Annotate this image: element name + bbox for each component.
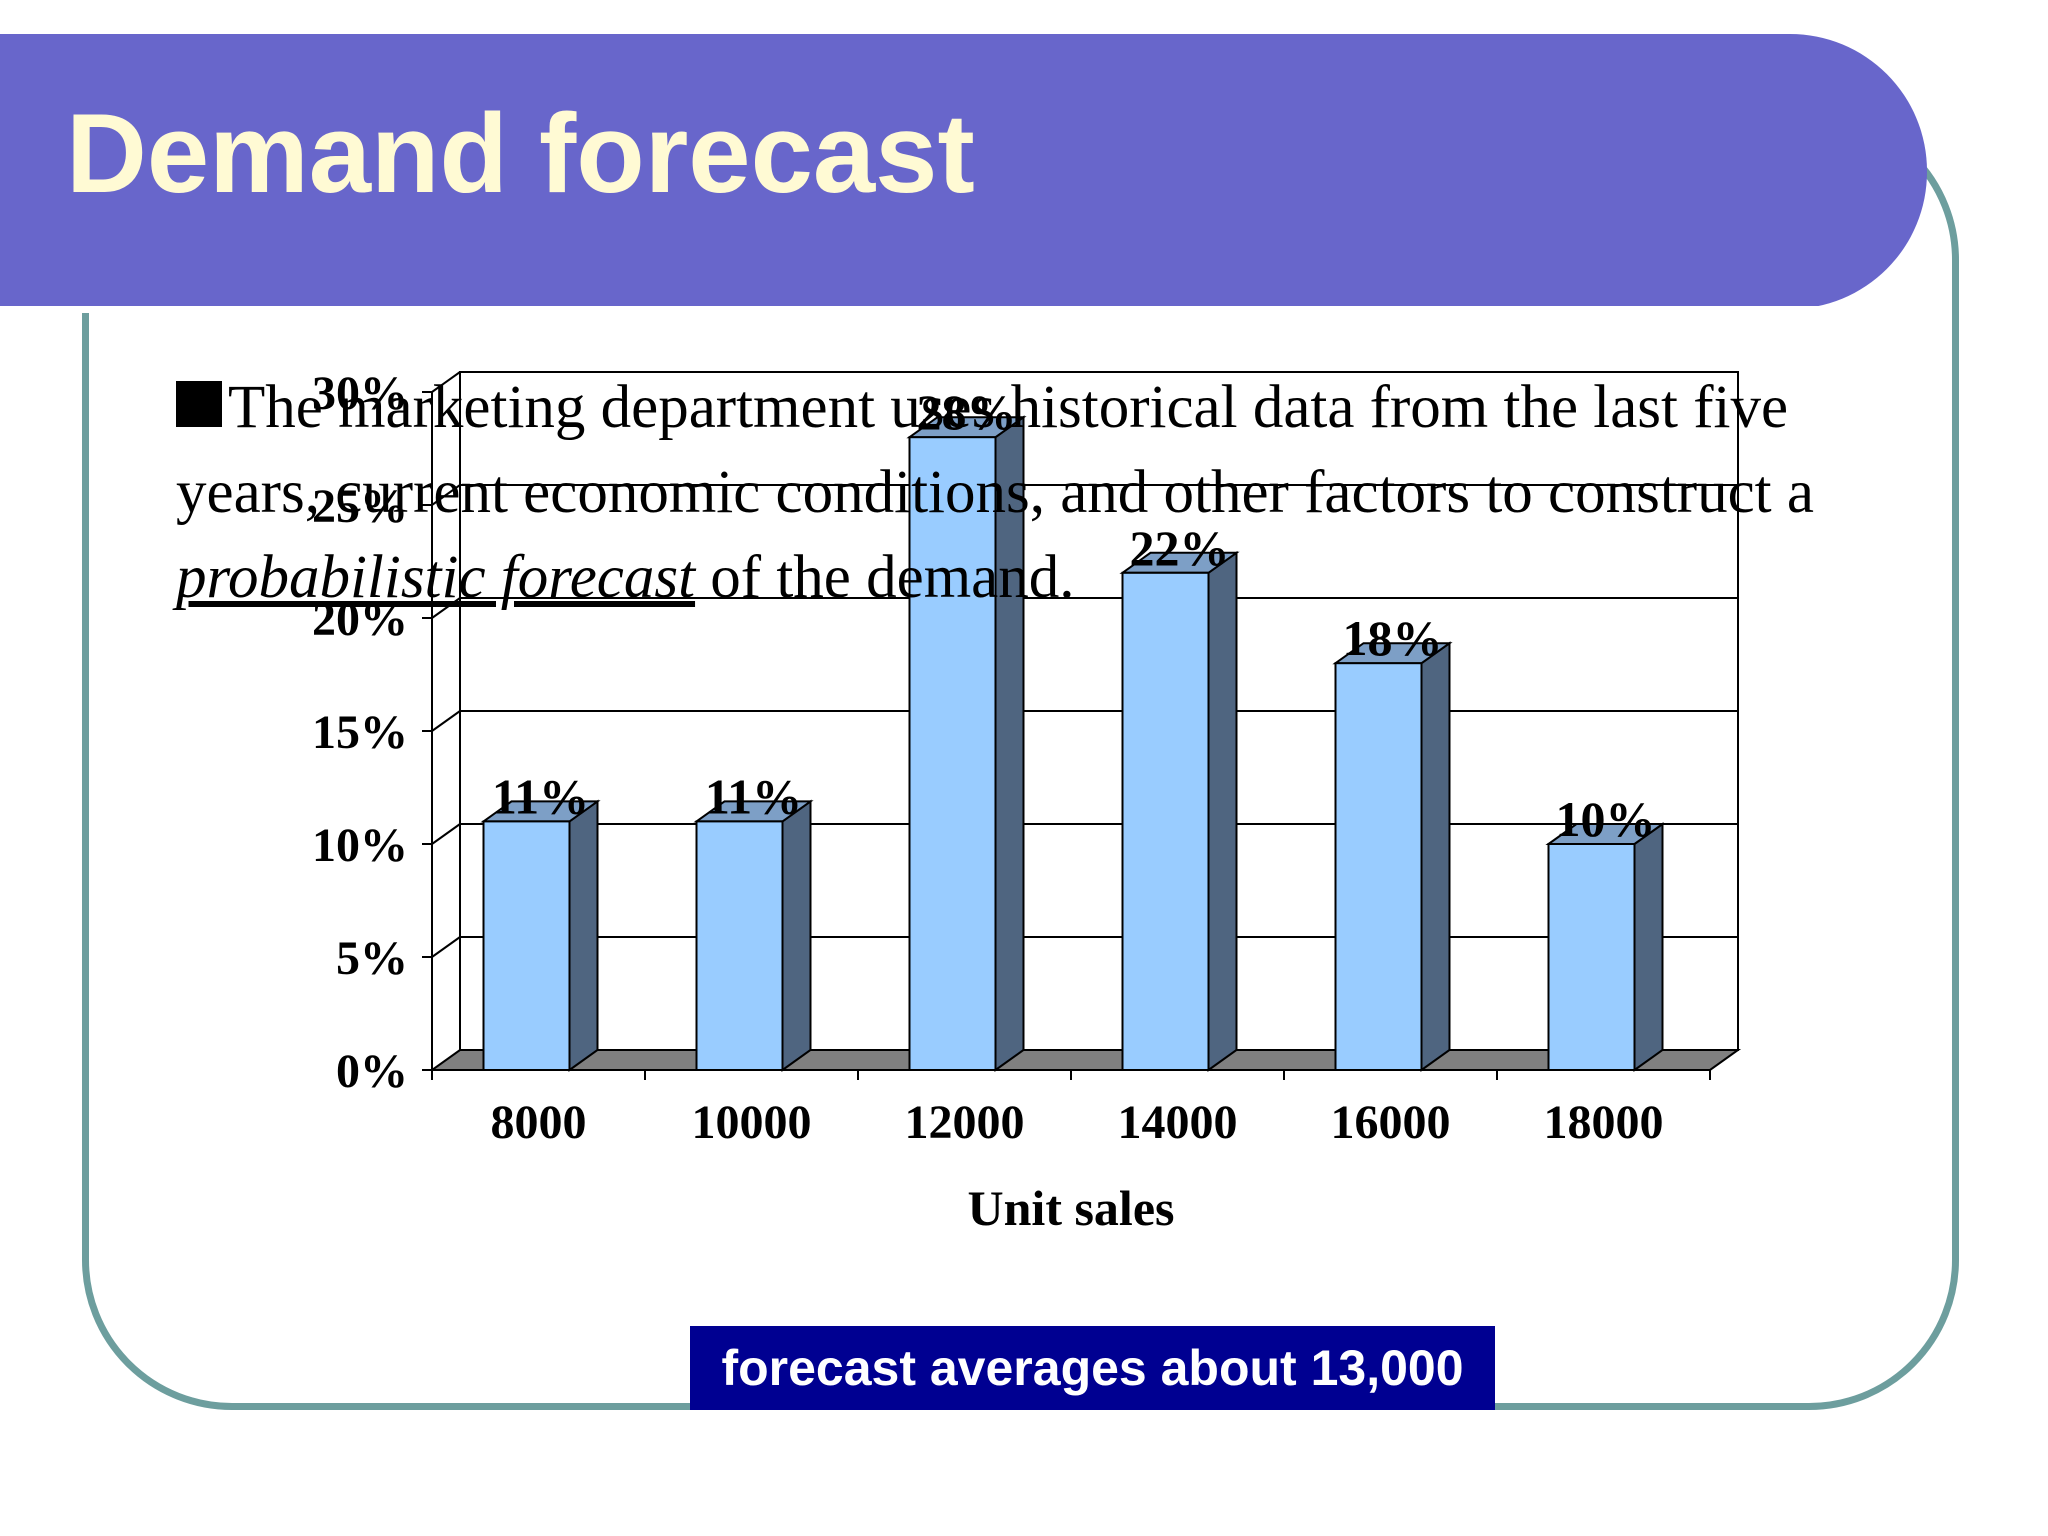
data-label: 28% (917, 384, 1017, 440)
bar-side (1207, 550, 1238, 1072)
x-tick-label: 12000 (905, 1096, 1025, 1149)
bullet-text-end: of the demand. (695, 544, 1075, 611)
title-bar (0, 34, 1927, 313)
y-tick-label: 0% (336, 1045, 408, 1098)
bar-side (781, 799, 812, 1072)
chart-labels: 11% 11% 28% 22% 18% 10% 0% 5% 10% 15% 20% 25% 30% 800… (312, 367, 1664, 1236)
chart-bars (480, 415, 1666, 1072)
gridline-side (431, 936, 461, 958)
x-tick-label: 14000 (1118, 1096, 1238, 1149)
data-label: 18% (1343, 610, 1443, 666)
bullet-square-icon (176, 381, 222, 427)
data-label: 11% (705, 768, 802, 824)
y-tick-label: 30% (312, 367, 408, 420)
bar (1121, 571, 1210, 1071)
x-tick-label: 16000 (1331, 1096, 1451, 1149)
y-tick-label: 25% (312, 480, 408, 533)
bar-side (1420, 641, 1451, 1072)
gridline-side (431, 597, 461, 619)
title-underline (0, 306, 1825, 313)
chart-axes (422, 391, 1711, 1080)
bar (1547, 843, 1636, 1071)
x-tick-label: 8000 (491, 1096, 587, 1149)
gridline-side (431, 710, 461, 732)
floor (428, 1049, 1742, 1071)
bullet-text: The marketing department uses historical… (176, 365, 1896, 620)
data-label: 22% (1130, 520, 1230, 576)
bar (908, 436, 997, 1071)
chart-floor (428, 1049, 1742, 1071)
data-label: 11% (492, 768, 589, 824)
y-tick-label: 15% (312, 706, 408, 759)
y-tick-label: 5% (336, 932, 408, 985)
gridline-side (431, 371, 461, 393)
bullet-text-start: The marketing department uses historical… (176, 374, 1814, 526)
x-tick-label: 18000 (1544, 1096, 1664, 1149)
chart-back-wall (431, 371, 1739, 1051)
forecast-callout: forecast averages about 13,000 (690, 1326, 1495, 1410)
bar-side (1633, 822, 1664, 1072)
x-axis-title: Unit sales (968, 1180, 1175, 1236)
bar-side (568, 799, 599, 1072)
x-tick-label: 10000 (692, 1096, 812, 1149)
y-tick-label: 10% (312, 819, 408, 872)
bar (1334, 662, 1423, 1071)
y-tick-label: 20% (312, 593, 408, 646)
bullet-text-emphasis: probabilistic forecast (176, 544, 696, 611)
bar (695, 820, 784, 1072)
data-label: 10% (1556, 791, 1656, 847)
gridline-side (431, 823, 461, 845)
gridline-side (431, 484, 461, 506)
bar (482, 820, 571, 1072)
page-title: Demand forecast (66, 91, 975, 216)
